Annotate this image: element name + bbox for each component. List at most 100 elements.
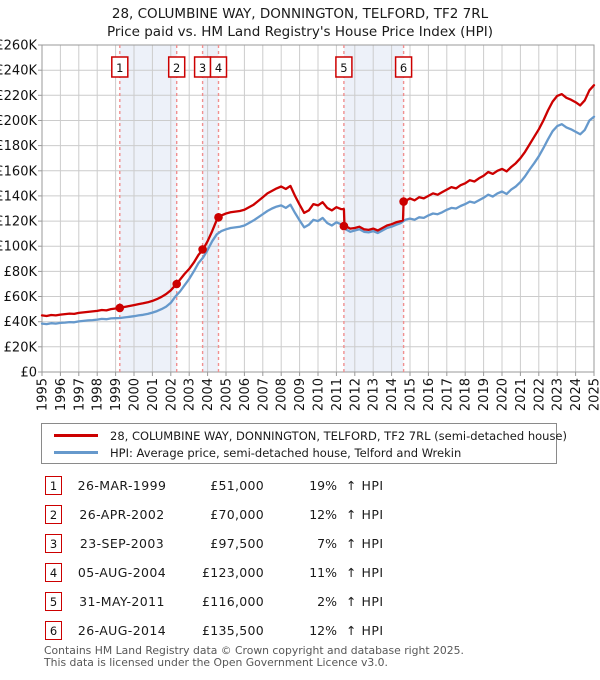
svg-text:£140K: £140K <box>0 189 37 204</box>
legend-item-hpi: HPI: Average price, semi-detached house,… <box>42 444 556 461</box>
svg-text:2: 2 <box>173 61 180 75</box>
table-row: 2 26-APR-2002 £70,000 12% ↑ HPI <box>45 500 565 529</box>
svg-text:£220K: £220K <box>0 89 37 104</box>
sale-pct-vs-hpi: 11% <box>309 565 337 580</box>
svg-text:2007: 2007 <box>256 378 271 411</box>
hpi-direction-label: ↑ HPI <box>346 623 384 638</box>
svg-text:2015: 2015 <box>404 378 419 411</box>
x-axis-labels: 1995 1996 1997 1998 1999 2000 2001 2002 2003 2004… <box>36 378 600 411</box>
sale-date: 26-APR-2002 <box>79 507 165 522</box>
svg-text:£40K: £40K <box>4 315 38 330</box>
sale-date: 23-SEP-2003 <box>79 536 165 551</box>
svg-text:2025: 2025 <box>588 378 600 411</box>
sale-pct-vs-hpi: 12% <box>309 507 337 522</box>
svg-text:2014: 2014 <box>385 378 400 411</box>
sale-number-badge: 3 <box>45 534 62 553</box>
svg-text:£260K: £260K <box>0 39 37 54</box>
sale-date: 26-AUG-2014 <box>77 623 167 638</box>
sale-number-badge: 2 <box>45 505 62 524</box>
table-row: 5 31-MAY-2011 £116,000 2% ↑ HPI <box>45 587 565 616</box>
hpi-direction-label: ↑ HPI <box>346 536 384 551</box>
svg-text:2017: 2017 <box>440 378 455 411</box>
svg-text:1998: 1998 <box>91 378 106 411</box>
svg-text:2013: 2013 <box>367 378 382 411</box>
table-row: 3 23-SEP-2003 £97,500 7% ↑ HPI <box>45 529 565 558</box>
svg-text:£60K: £60K <box>4 290 38 305</box>
svg-text:2008: 2008 <box>275 378 290 411</box>
sale-price: £97,500 <box>210 536 264 551</box>
sale-pct-vs-hpi: 19% <box>309 478 337 493</box>
svg-text:£120K: £120K <box>0 215 37 230</box>
sale-date: 26-MAR-1999 <box>77 478 167 493</box>
sale-price: £135,500 <box>201 623 264 638</box>
footer-line: This data is licensed under the Open Gov… <box>44 655 388 669</box>
sale-price: £123,000 <box>201 565 264 580</box>
svg-text:2024: 2024 <box>569 378 584 411</box>
svg-text:6: 6 <box>400 61 407 75</box>
property-line-swatch <box>54 434 98 437</box>
sale-date: 05-AUG-2004 <box>77 565 167 580</box>
table-row: 4 05-AUG-2004 £123,000 11% ↑ HPI <box>45 558 565 587</box>
table-row: 6 26-AUG-2014 £135,500 12% ↑ HPI <box>45 616 565 645</box>
legend-label: HPI: Average price, semi-detached house,… <box>110 445 462 460</box>
svg-text:2006: 2006 <box>238 378 253 411</box>
svg-text:2012: 2012 <box>348 378 363 411</box>
sale-pct-vs-hpi: 12% <box>309 623 337 638</box>
axis-ticks <box>38 44 595 376</box>
sale-price: £116,000 <box>201 594 264 609</box>
svg-text:£0: £0 <box>20 366 37 381</box>
y-axis-labels: £0 £20K £40K £60K £80K £100K £120K £140K £160K £1… <box>0 39 37 381</box>
sale-number-badge: 1 <box>45 476 62 495</box>
svg-text:2001: 2001 <box>146 378 161 411</box>
svg-text:5: 5 <box>340 61 347 75</box>
gridlines <box>41 44 595 373</box>
sale-pct-vs-hpi: 7% <box>317 536 337 551</box>
sale-number-badge: 6 <box>45 621 62 640</box>
svg-text:2000: 2000 <box>128 378 143 411</box>
sale-price: £70,000 <box>210 507 264 522</box>
legend-label: 28, COLUMBINE WAY, DONNINGTON, TELFORD, … <box>110 428 567 443</box>
svg-text:2011: 2011 <box>330 378 345 411</box>
sale-number-badge: 5 <box>45 592 62 611</box>
legend-item-property: 28, COLUMBINE WAY, DONNINGTON, TELFORD, … <box>42 427 567 444</box>
sale-number-badge: 4 <box>45 563 62 582</box>
svg-text:£100K: £100K <box>0 240 37 255</box>
svg-text:2022: 2022 <box>532 378 547 411</box>
svg-text:2005: 2005 <box>220 378 235 411</box>
svg-text:2018: 2018 <box>459 378 474 411</box>
svg-text:2021: 2021 <box>514 378 529 411</box>
svg-text:£20K: £20K <box>4 340 38 355</box>
sale-price: £51,000 <box>210 478 264 493</box>
svg-text:2016: 2016 <box>422 378 437 411</box>
svg-text:2019: 2019 <box>477 378 492 411</box>
sale-markers <box>115 197 408 313</box>
svg-text:2002: 2002 <box>164 378 179 411</box>
svg-text:2009: 2009 <box>293 378 308 411</box>
property-price-line <box>40 84 596 318</box>
hpi-direction-label: ↑ HPI <box>346 478 384 493</box>
svg-text:1995: 1995 <box>36 378 51 411</box>
hpi-direction-label: ↑ HPI <box>346 594 384 609</box>
sale-pct-vs-hpi: 2% <box>317 594 337 609</box>
svg-text:1: 1 <box>116 61 123 75</box>
svg-text:2023: 2023 <box>551 378 566 411</box>
svg-text:2003: 2003 <box>183 378 198 411</box>
svg-text:3: 3 <box>199 61 206 75</box>
svg-text:£200K: £200K <box>0 114 37 129</box>
svg-text:4: 4 <box>215 61 222 75</box>
svg-text:2020: 2020 <box>496 378 511 411</box>
hpi-direction-label: ↑ HPI <box>346 565 384 580</box>
svg-text:2004: 2004 <box>201 378 216 411</box>
sale-date: 31-MAY-2011 <box>79 594 165 609</box>
title-block: 28, COLUMBINE WAY, DONNINGTON, TELFORD, … <box>0 5 600 41</box>
svg-text:1996: 1996 <box>54 378 69 411</box>
svg-text:£160K: £160K <box>0 164 37 179</box>
price-chart: 123456£0£20K£40K£60K£80K£100K£120K£140K£… <box>0 39 600 412</box>
hpi-line <box>40 115 596 326</box>
sales-table: 1 26-MAR-1999 £51,000 19% ↑ HPI 2 26-APR… <box>45 471 565 645</box>
svg-text:1997: 1997 <box>72 378 87 411</box>
ownership-bands <box>119 45 404 372</box>
table-row: 1 26-MAR-1999 £51,000 19% ↑ HPI <box>45 471 565 500</box>
svg-text:£240K: £240K <box>0 64 37 79</box>
